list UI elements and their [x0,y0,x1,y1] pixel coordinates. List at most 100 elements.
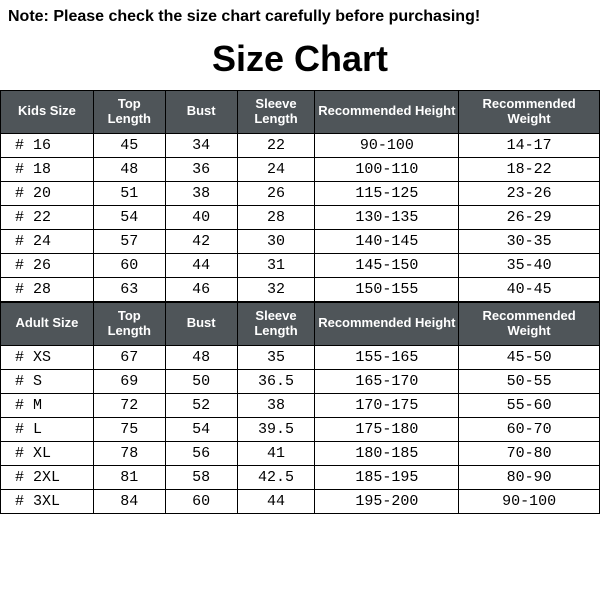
table-cell: 31 [237,253,315,277]
table-cell: 115-125 [315,181,459,205]
col-rec-height: Recommended Height [315,302,459,345]
table-cell: # XL [1,441,94,465]
table-cell: 195-200 [315,489,459,513]
table-cell: 42.5 [237,465,315,489]
table-cell: 185-195 [315,465,459,489]
table-cell: 60 [165,489,237,513]
table-cell: 55-60 [459,393,600,417]
table-cell: 54 [93,205,165,229]
table-cell: 150-155 [315,277,459,301]
table-cell: 54 [165,417,237,441]
table-cell: # 22 [1,205,94,229]
table-cell: # 24 [1,229,94,253]
table-cell: 140-145 [315,229,459,253]
table-row: # 20513826115-12523-26 [1,181,600,205]
table-cell: 40 [165,205,237,229]
table-cell: # 26 [1,253,94,277]
table-row: # 28634632150-15540-45 [1,277,600,301]
col-rec-height: Recommended Height [315,91,459,134]
adult-tbody: # XS674835155-16545-50# S695036.5165-170… [1,345,600,513]
table-cell: 18-22 [459,157,600,181]
table-cell: 44 [165,253,237,277]
col-kids-size: Kids Size [1,91,94,134]
table-row: # 22544028130-13526-29 [1,205,600,229]
table-cell: 32 [237,277,315,301]
table-cell: 90-100 [315,133,459,157]
adult-header-row: Adult Size Top Length Bust Sleeve Length… [1,302,600,345]
table-cell: 42 [165,229,237,253]
table-row: # 26604431145-15035-40 [1,253,600,277]
table-cell: 145-150 [315,253,459,277]
adult-size-table: Adult Size Top Length Bust Sleeve Length… [0,302,600,514]
table-cell: 60 [93,253,165,277]
table-cell: 155-165 [315,345,459,369]
table-cell: 30 [237,229,315,253]
table-row: # L755439.5175-18060-70 [1,417,600,441]
table-cell: # S [1,369,94,393]
table-cell: 57 [93,229,165,253]
table-cell: # 18 [1,157,94,181]
table-cell: 40-45 [459,277,600,301]
kids-tbody: # 1645342290-10014-17# 18483624100-11018… [1,133,600,301]
table-cell: 80-90 [459,465,600,489]
table-cell: 51 [93,181,165,205]
table-cell: 60-70 [459,417,600,441]
table-cell: 63 [93,277,165,301]
table-cell: 52 [165,393,237,417]
table-cell: 50-55 [459,369,600,393]
table-cell: 48 [165,345,237,369]
table-row: # S695036.5165-17050-55 [1,369,600,393]
table-cell: 38 [237,393,315,417]
table-cell: 180-185 [315,441,459,465]
table-cell: 35 [237,345,315,369]
kids-size-table: Kids Size Top Length Bust Sleeve Length … [0,90,600,302]
table-cell: 78 [93,441,165,465]
table-cell: 35-40 [459,253,600,277]
table-cell: 90-100 [459,489,600,513]
table-cell: 58 [165,465,237,489]
page-title: Size Chart [0,30,600,90]
table-cell: # 28 [1,277,94,301]
table-cell: 100-110 [315,157,459,181]
table-cell: 165-170 [315,369,459,393]
col-rec-weight: Recommended Weight [459,302,600,345]
table-cell: 39.5 [237,417,315,441]
col-adult-size: Adult Size [1,302,94,345]
table-cell: 48 [93,157,165,181]
table-cell: 36 [165,157,237,181]
table-cell: # 2XL [1,465,94,489]
table-cell: 130-135 [315,205,459,229]
table-cell: 14-17 [459,133,600,157]
table-row: # 3XL846044195-20090-100 [1,489,600,513]
col-sleeve-length: Sleeve Length [237,302,315,345]
table-cell: # 20 [1,181,94,205]
table-cell: 67 [93,345,165,369]
table-cell: 84 [93,489,165,513]
table-cell: 72 [93,393,165,417]
table-cell: 26-29 [459,205,600,229]
table-cell: 26 [237,181,315,205]
table-cell: 70-80 [459,441,600,465]
table-cell: 175-180 [315,417,459,441]
col-top-length: Top Length [93,302,165,345]
col-bust: Bust [165,302,237,345]
col-sleeve-length: Sleeve Length [237,91,315,134]
table-row: # 2XL815842.5185-19580-90 [1,465,600,489]
table-cell: # 16 [1,133,94,157]
table-cell: 24 [237,157,315,181]
table-cell: 170-175 [315,393,459,417]
table-cell: 45 [93,133,165,157]
table-row: # 18483624100-11018-22 [1,157,600,181]
table-row: # 24574230140-14530-35 [1,229,600,253]
table-cell: 46 [165,277,237,301]
table-cell: 22 [237,133,315,157]
table-row: # M725238170-17555-60 [1,393,600,417]
table-cell: 81 [93,465,165,489]
table-cell: # M [1,393,94,417]
table-cell: 38 [165,181,237,205]
table-cell: # L [1,417,94,441]
table-row: # XL785641180-18570-80 [1,441,600,465]
table-cell: # 3XL [1,489,94,513]
table-cell: 56 [165,441,237,465]
table-cell: 23-26 [459,181,600,205]
